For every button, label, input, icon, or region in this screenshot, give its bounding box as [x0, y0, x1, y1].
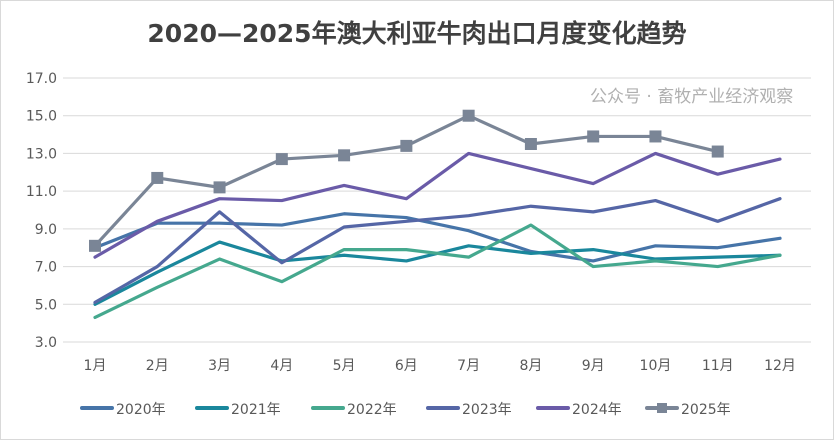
y-tick-label: 11.0: [26, 184, 57, 200]
x-tick-label: 1月: [84, 358, 107, 374]
legend-label: 2021年: [231, 402, 281, 418]
x-tick-label: 4月: [270, 358, 293, 374]
x-tick-label: 9月: [582, 358, 605, 374]
series-line-2022年: [93, 223, 782, 320]
legend-label: 2024年: [572, 402, 622, 418]
data-point-marker: [587, 130, 600, 143]
x-tick-label: 5月: [333, 358, 356, 374]
legend-label: 2023年: [462, 402, 512, 418]
watermark: 公众号 · 畜牧产业经济观察: [590, 87, 794, 107]
x-tick-label: 10月: [640, 358, 672, 374]
data-point-marker: [462, 109, 475, 122]
series-line-2023年: [93, 197, 782, 304]
data-point-marker: [524, 138, 537, 150]
legend-marker: [657, 403, 667, 413]
legend-label: 2020年: [116, 402, 166, 418]
x-tick-label: 8月: [519, 358, 542, 374]
x-tick-label: 6月: [395, 358, 418, 374]
data-point-marker: [338, 149, 351, 162]
legend-label: 2025年: [681, 402, 731, 418]
y-tick-label: 3.0: [35, 335, 57, 351]
y-tick-label: 17.0: [26, 71, 57, 87]
series-line-2020年: [93, 212, 782, 263]
x-tick-label: 11月: [702, 358, 734, 374]
data-point-marker: [151, 171, 164, 184]
y-tick-label: 5.0: [35, 297, 57, 313]
series-line-2024年: [93, 151, 782, 259]
chart-title: 2020—2025年澳大利亚牛肉出口月度变化趋势: [147, 19, 687, 48]
y-tick-label: 15.0: [26, 109, 57, 125]
data-point-marker: [649, 130, 662, 143]
data-point-marker: [213, 181, 226, 194]
x-tick-label: 7月: [457, 358, 480, 374]
data-point-marker: [275, 153, 288, 166]
data-point-marker: [400, 139, 413, 152]
y-tick-label: 7.0: [35, 260, 57, 276]
legend-label: 2022年: [347, 402, 397, 418]
x-tick-label: 3月: [208, 358, 231, 374]
series-line-2025年: [93, 114, 720, 248]
data-point-marker: [89, 239, 101, 252]
series-line-2021年: [93, 240, 782, 306]
y-tick-label: 13.0: [26, 146, 57, 162]
x-tick-label: 2月: [146, 358, 169, 374]
data-point-marker: [711, 145, 724, 158]
x-tick-label: 12月: [764, 358, 796, 374]
y-tick-label: 9.0: [35, 222, 57, 238]
